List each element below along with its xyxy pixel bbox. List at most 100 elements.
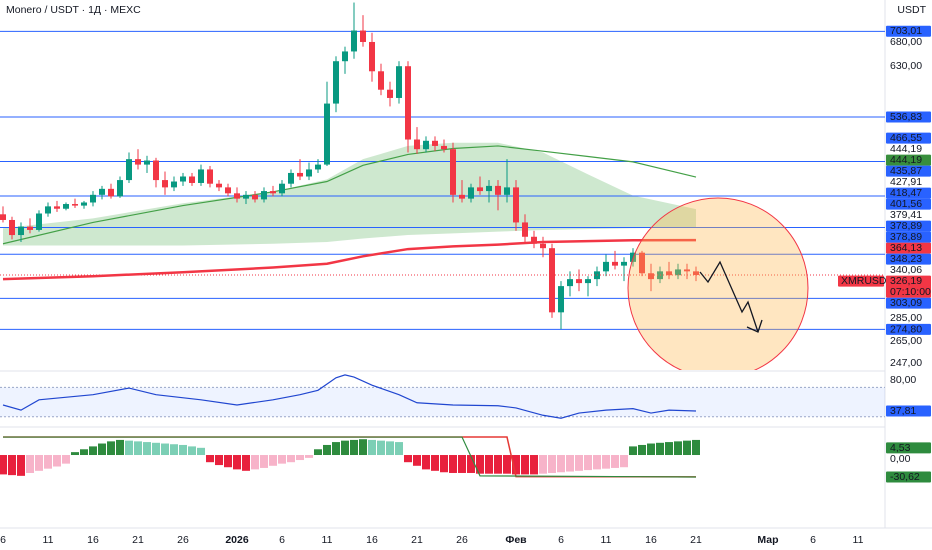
candle-body	[179, 176, 186, 182]
axis-label: 247,00	[890, 357, 922, 369]
histogram-bar	[7, 455, 16, 476]
axis-label: 379,41	[890, 209, 922, 221]
candle-body	[395, 66, 402, 98]
candle-body	[242, 194, 249, 199]
histogram-bar	[403, 455, 412, 463]
candle-body	[476, 187, 483, 192]
candle-body	[62, 204, 69, 209]
histogram-bar	[502, 455, 511, 474]
candle-body	[8, 219, 15, 236]
axis-label-box	[886, 242, 931, 254]
axis-label-box	[886, 165, 931, 177]
candle-body	[269, 191, 276, 194]
histogram-bar	[628, 446, 637, 456]
candle-body	[638, 252, 645, 274]
axis-label: 630,00	[890, 60, 922, 72]
axis-label-text: 274,80	[890, 323, 922, 335]
candle-body	[431, 140, 438, 146]
histogram-bar	[277, 455, 286, 464]
axis-label: 37,81	[886, 405, 931, 417]
axis-label-box	[886, 253, 931, 265]
x-tick-label: 16	[87, 534, 99, 546]
histogram-bar	[124, 440, 133, 456]
candle-body	[305, 169, 312, 177]
histogram-bar	[250, 455, 259, 470]
axis-label: 536,83	[886, 111, 931, 123]
axis-label: 378,89	[886, 231, 931, 243]
candle-body	[116, 180, 123, 197]
histogram-bar	[88, 446, 97, 456]
axis-label-text: 444,19	[890, 154, 922, 166]
histogram-bar	[430, 455, 439, 471]
axis-label-text: 265,00	[890, 335, 922, 347]
axis-label: 265,00	[890, 335, 922, 347]
axis-label-text: 401,56	[890, 198, 922, 210]
histogram-bar	[466, 455, 475, 473]
histogram-bar	[286, 455, 295, 463]
histogram-bar	[448, 455, 457, 473]
histogram-bar	[16, 455, 25, 476]
candle-body	[296, 172, 303, 177]
histogram-bar	[160, 443, 169, 456]
histogram-bar	[529, 455, 538, 475]
histogram-bar	[268, 455, 277, 466]
histogram-bar	[61, 455, 70, 464]
indicator-line	[2, 238, 697, 281]
axis-label: 340,06	[890, 264, 922, 276]
candle-body	[224, 187, 231, 194]
candle-body	[521, 222, 528, 237]
candle-body	[611, 261, 618, 266]
histogram-bar	[493, 455, 502, 474]
axis-label-box	[886, 442, 931, 454]
axis-label: 401,56	[886, 198, 931, 210]
axis-label-box	[886, 323, 931, 335]
axis-label-text: 378,89	[890, 220, 922, 232]
candle-body	[584, 279, 591, 284]
candle-body	[287, 172, 294, 184]
axis-label: 4,53	[886, 442, 931, 454]
axis-label-text: 444,19	[890, 143, 922, 155]
histogram-bar	[583, 455, 592, 471]
histogram-bar	[133, 441, 142, 456]
histogram-bar	[115, 439, 124, 456]
axis-label-text: 418,47	[890, 187, 922, 199]
candle-body	[89, 194, 96, 203]
histogram-bar	[79, 449, 88, 456]
axis-label-text: 348,23	[890, 253, 922, 265]
histogram-bar	[151, 442, 160, 456]
histogram-bar	[178, 444, 187, 456]
x-tick-label: 16	[366, 534, 378, 546]
axis-label: 444,19	[886, 154, 931, 166]
axis-label-text: 80,00	[890, 374, 916, 386]
x-tick-label: Мар	[757, 534, 778, 546]
candle-body	[341, 51, 348, 62]
symbol-box	[838, 275, 884, 287]
histogram-bar	[52, 455, 61, 467]
histogram-bar	[349, 439, 358, 456]
axis-label: 418,47	[886, 187, 931, 199]
x-tick-label: 6	[810, 534, 816, 546]
candle-body	[377, 71, 384, 90]
histogram-bar	[196, 447, 205, 456]
price-text: 326,19	[890, 275, 922, 287]
indicator-line	[3, 436, 697, 478]
candle-body	[575, 279, 582, 284]
candle-body	[215, 183, 222, 188]
x-tick-label: 6	[0, 534, 6, 546]
candle-body	[404, 66, 411, 140]
axis-label-text: 4,53	[890, 442, 911, 454]
candle-body	[449, 149, 456, 195]
histogram-bar	[187, 446, 196, 456]
axis-label-box	[886, 154, 931, 166]
axis-label-text: 536,83	[890, 111, 922, 123]
candle-body	[413, 139, 420, 150]
candle-body	[494, 185, 501, 195]
histogram-bar	[655, 442, 664, 456]
candle-body	[692, 271, 699, 276]
histogram-bar	[106, 441, 115, 456]
candle-body	[332, 61, 339, 104]
histogram-bar	[412, 455, 421, 466]
histogram-bar	[295, 455, 304, 461]
axis-label: 285,00	[890, 312, 922, 324]
